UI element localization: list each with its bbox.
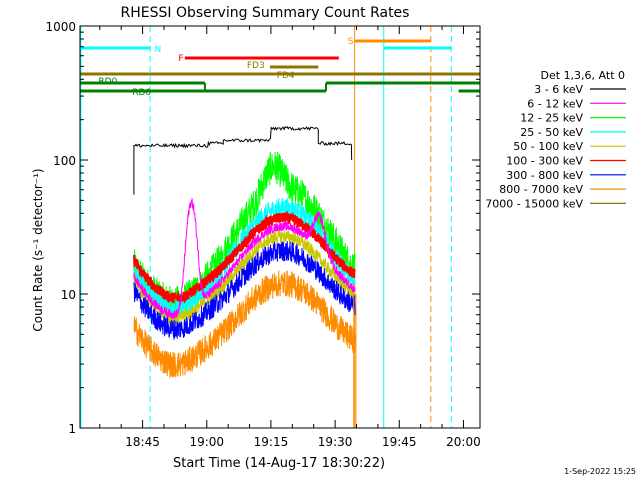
night-flag-label: N	[154, 45, 161, 55]
legend-label-0: 3 - 6 keV	[534, 83, 583, 96]
plot-frame	[79, 25, 481, 429]
fd4-flag-label: FD4	[277, 71, 295, 81]
y-tick-label: 100	[53, 154, 76, 168]
x-tick-label: 19:30	[318, 435, 353, 449]
flare-flag-label: F	[178, 54, 183, 64]
rd0-flag-label: RD0	[98, 77, 117, 87]
y-tick-label: 1	[68, 422, 76, 436]
x-tick-label: 19:00	[189, 435, 224, 449]
legend-label-5: 100 - 300 keV	[506, 155, 583, 168]
x-tick-label: 19:45	[382, 435, 417, 449]
fd3-flag-label: FD3	[247, 61, 265, 71]
chart-title: RHESSI Observing Summary Count Rates	[121, 5, 410, 21]
x-tick-label: 18:45	[125, 435, 160, 449]
legend-label-2: 12 - 25 keV	[520, 112, 583, 125]
legend-header: Det 1,3,6, Att 0	[541, 69, 625, 82]
series-line-7	[133, 270, 356, 378]
rd6-flag-label: RD6	[132, 88, 151, 98]
saa-flag-label: S	[348, 37, 354, 47]
legend-label-7: 800 - 7000 keV	[499, 183, 583, 196]
series-drop-orange	[353, 294, 357, 428]
footer-date: 1-Sep-2022 15:25	[564, 467, 636, 476]
series-line-6	[133, 241, 356, 340]
series-line-1	[133, 198, 356, 320]
x-tick-label: 19:15	[254, 435, 289, 449]
series-line-0	[133, 125, 353, 195]
legend-label-6: 300 - 800 keV	[506, 169, 583, 182]
x-axis-label: Start Time (14-Aug-17 18:30:22)	[173, 456, 385, 471]
y-tick-label: 1000	[45, 20, 76, 34]
legend-label-1: 6 - 12 keV	[527, 97, 583, 110]
series-line-5	[132, 210, 356, 304]
legend-label-4: 50 - 100 keV	[513, 140, 583, 153]
y-axis-label: Count Rate (s⁻¹ detector⁻¹)	[31, 168, 45, 331]
y-tick-label: 10	[61, 288, 76, 302]
legend-label-8: 7000 - 15000 keV	[485, 197, 583, 210]
x-tick-label: 20:00	[446, 435, 481, 449]
legend-label-3: 25 - 50 keV	[520, 126, 583, 139]
series-line-3	[133, 197, 356, 319]
